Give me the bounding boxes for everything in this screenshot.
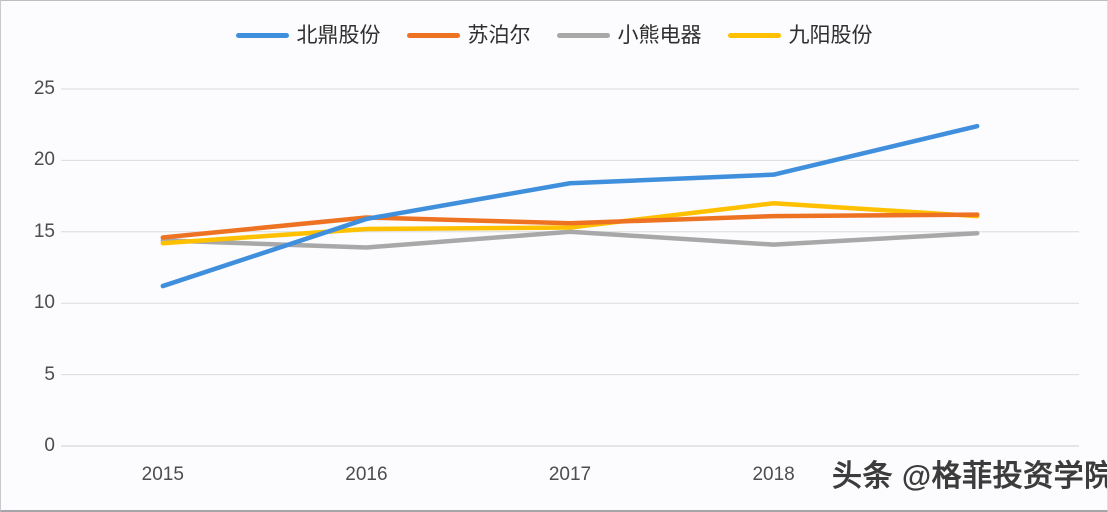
x-tick-label-2016: 2016 <box>345 464 388 485</box>
y-tick-label-5: 5 <box>44 363 55 385</box>
legend-item-小熊电器: 小熊电器 <box>556 24 702 47</box>
legend-label: 北鼎股份 <box>296 24 381 47</box>
y-tick-label-20: 20 <box>33 149 55 171</box>
watermark-text: 头条 @格菲投资学院 <box>832 460 1108 493</box>
y-tick-label-10: 10 <box>33 292 55 314</box>
series-line-九阳股份 <box>160 200 980 246</box>
legend-line-swatch <box>235 33 289 38</box>
chart-legend: 北鼎股份 苏泊尔 小熊电器 九阳股份 <box>1 25 1107 46</box>
x-tick-label-2015: 2015 <box>141 464 184 485</box>
series-line-苏泊尔 <box>160 212 980 240</box>
y-tick-label-25: 25 <box>33 78 55 99</box>
x-tick-label-2018: 2018 <box>752 464 795 485</box>
legend-item-九阳股份: 九阳股份 <box>727 24 873 47</box>
legend-item-北鼎股份: 北鼎股份 <box>235 24 381 47</box>
legend-line-swatch <box>727 33 781 38</box>
y-tick-label-15: 15 <box>33 220 55 242</box>
legend-label: 苏泊尔 <box>467 24 531 47</box>
x-tick-label-2017: 2017 <box>548 464 592 485</box>
legend-line-swatch <box>406 33 460 38</box>
legend-line-swatch <box>556 33 610 38</box>
series-line-北鼎股份 <box>160 123 980 289</box>
y-tick-label-0: 0 <box>44 435 55 456</box>
legend-item-苏泊尔: 苏泊尔 <box>406 24 531 47</box>
legend-label: 小熊电器 <box>617 24 702 47</box>
series-line-小熊电器 <box>160 229 980 250</box>
legend-label: 九阳股份 <box>788 24 873 47</box>
